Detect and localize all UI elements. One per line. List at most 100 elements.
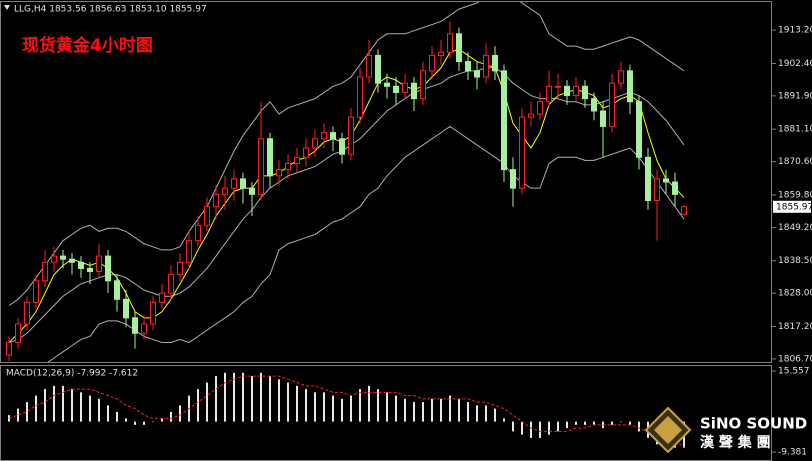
candle-body [132, 317, 138, 334]
y-tick-label: 1913.20 [778, 26, 812, 36]
macd-bar [125, 418, 127, 422]
macd-bar [512, 421, 514, 432]
candle-body [6, 342, 12, 356]
macd-bar [116, 411, 118, 422]
y-tick-label: 1817.20 [778, 322, 812, 332]
macd-bar [494, 408, 496, 422]
candle-body [357, 76, 363, 118]
macd-bar [170, 411, 172, 422]
candle-body [15, 323, 21, 344]
macd-bar [575, 421, 577, 425]
candle-body [96, 255, 102, 273]
candle-body [591, 98, 597, 112]
candle-body [339, 138, 345, 155]
y-tick-label: -9.381 [778, 448, 807, 458]
macd-bar [629, 421, 631, 425]
macd-bar [404, 398, 406, 422]
candle-body [231, 178, 237, 189]
macd-bar [53, 385, 55, 422]
candle-body [375, 54, 381, 84]
macd-bar [206, 382, 208, 422]
macd-bar [224, 372, 226, 422]
macd-bar [413, 402, 415, 422]
candle-body [537, 101, 543, 115]
macd-bar [539, 421, 541, 438]
y-tick-label: 1870.60 [778, 157, 812, 167]
symbol-header: LLG,H4 1853.56 1856.63 1853.10 1855.97 [14, 5, 207, 15]
candle-body [438, 51, 444, 56]
candle-body [348, 116, 354, 155]
candle-body [627, 70, 633, 103]
candle-body [600, 110, 606, 127]
line [8, 67, 685, 344]
macd-bar [197, 389, 199, 422]
candle-body [681, 206, 687, 215]
macd-bar [530, 421, 532, 438]
macd-bar [287, 382, 289, 422]
main-plot [6, 2, 687, 362]
macd-bar [71, 389, 73, 422]
candle-body [24, 301, 30, 325]
line [47, 125, 685, 362]
y-tick-label: 1859.80 [778, 190, 812, 200]
macd-bar [305, 389, 307, 422]
candle-body [492, 54, 498, 72]
candle-body [213, 193, 219, 208]
candle-body [447, 33, 453, 53]
macd-bar [143, 421, 145, 425]
macd-bar [611, 421, 613, 425]
candle-body [663, 178, 669, 183]
candle-body [168, 274, 174, 294]
candle-body [105, 255, 111, 282]
line [8, 375, 685, 447]
macd-bar [269, 376, 271, 422]
candle-body [402, 82, 408, 93]
macd-bar [161, 418, 163, 422]
macd-bar [395, 395, 397, 422]
current-price-box [773, 200, 811, 213]
candle-body [429, 54, 435, 72]
y-tick-label: 1902.40 [778, 59, 812, 69]
y-tick-label: 15.557 [778, 367, 810, 377]
macd-bar [440, 398, 442, 422]
macd-bar [44, 389, 46, 422]
candle-body [78, 261, 84, 269]
line [8, 48, 685, 343]
candle-body [312, 138, 318, 149]
candle-body [114, 280, 120, 300]
y-tick-label: 1849.20 [778, 223, 812, 233]
logo: SiNO SOUND 漢 聲 集 團 [644, 406, 807, 454]
candle-body [564, 85, 570, 97]
macd-bar [62, 385, 64, 422]
macd-bar [80, 392, 82, 422]
macd-bar [98, 398, 100, 422]
candle-body [411, 82, 417, 100]
macd-bar [260, 372, 262, 422]
macd-bar [458, 398, 460, 422]
macd-bar [242, 372, 244, 422]
macd-bar [386, 392, 388, 422]
candle-body [87, 267, 93, 273]
macd-bar [179, 405, 181, 422]
candle-body [456, 33, 462, 63]
macd-bar [323, 392, 325, 422]
candle-body [303, 147, 309, 158]
macd-bar [359, 389, 361, 422]
candle-body [276, 169, 282, 177]
candle-body [519, 116, 525, 189]
macd-bar [593, 421, 595, 425]
candle-body [69, 258, 75, 263]
macd-bar [485, 405, 487, 422]
candle-body [321, 132, 327, 140]
candle-body [177, 261, 183, 276]
macd-bar [26, 402, 28, 422]
candle-body [636, 101, 642, 158]
candle-body [474, 70, 480, 78]
macd-bar [35, 395, 37, 422]
candle-body [393, 85, 399, 93]
candle-body [123, 298, 129, 319]
candle-body [483, 54, 489, 78]
axes: 1913.20 1902.40 1891.90 1881.10 1870.60 1859.… [772, 26, 812, 458]
candle-body [645, 156, 651, 202]
